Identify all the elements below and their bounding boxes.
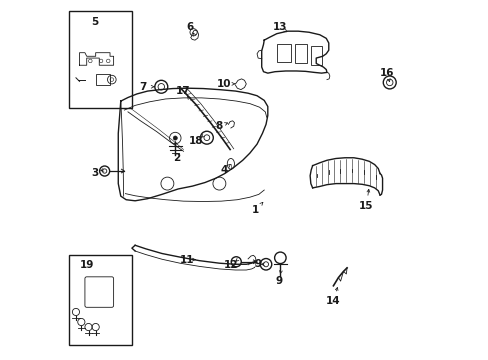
Text: 9: 9 [254, 259, 261, 269]
Text: 6: 6 [186, 22, 193, 32]
Text: 16: 16 [379, 68, 394, 78]
Text: 11: 11 [180, 255, 194, 265]
Text: 4: 4 [220, 165, 227, 175]
Text: 5: 5 [91, 17, 98, 27]
Text: 3: 3 [91, 168, 98, 178]
Bar [276, 44, 290, 62]
Bar [69, 12, 131, 108]
Text: 2: 2 [172, 153, 180, 163]
Text: 15: 15 [359, 201, 373, 211]
Text: 18: 18 [188, 136, 203, 146]
Bar [310, 45, 321, 65]
Text: 7: 7 [140, 82, 147, 92]
Text: 17: 17 [176, 86, 190, 96]
Circle shape [173, 136, 177, 140]
Bar [69, 255, 131, 345]
Text: 19: 19 [80, 260, 94, 270]
Text: 8: 8 [215, 121, 223, 131]
Bar [96, 74, 110, 85]
Text: 9: 9 [275, 276, 282, 286]
Text: 12: 12 [223, 260, 238, 270]
Bar [294, 44, 306, 63]
Text: 14: 14 [325, 296, 340, 306]
Text: 13: 13 [272, 22, 286, 32]
Text: 1: 1 [251, 206, 258, 216]
Text: 10: 10 [216, 79, 231, 89]
